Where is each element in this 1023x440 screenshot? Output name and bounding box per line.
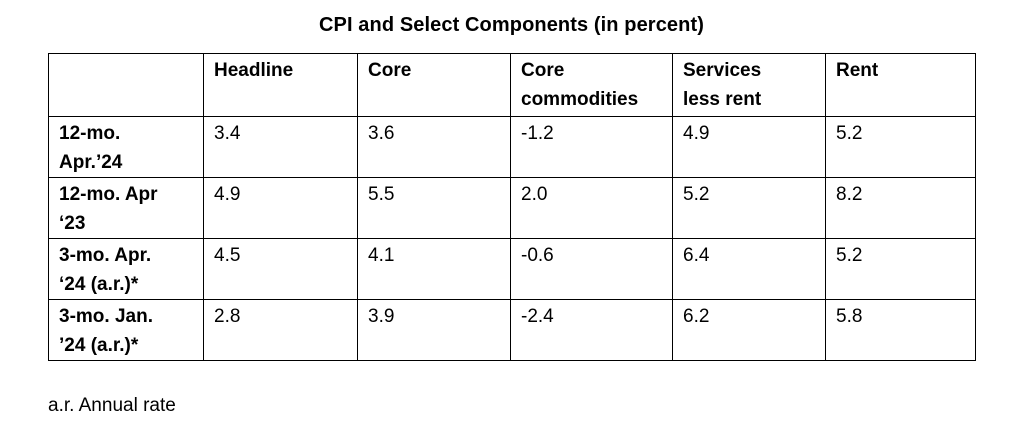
row-label-12mo-apr23: 12-mo. Apr ‘23 (48, 177, 204, 239)
value-cell: 3.9 (357, 299, 511, 361)
column-header-services-less-rent: Services less rent (672, 53, 826, 117)
value-cell: 5.5 (357, 177, 511, 239)
header-row: Headline Core Core commodities Services … (48, 53, 976, 117)
row-label-3mo-apr24: 3-mo. Apr. ‘24 (a.r.)* (48, 238, 204, 300)
table-title: CPI and Select Components (in percent) (319, 14, 704, 36)
value-cell: 4.5 (203, 238, 358, 300)
footnote-annual-rate: a.r. Annual rate (48, 395, 176, 416)
value-cell: 2.8 (203, 299, 358, 361)
column-header-headline: Headline (203, 53, 358, 117)
value-cell: 5.2 (825, 116, 976, 178)
value-cell: 5.8 (825, 299, 976, 361)
value-cell: 8.2 (825, 177, 976, 239)
row-label-3mo-jan24: 3-mo. Jan. ’24 (a.r.)* (48, 299, 204, 361)
table-row: 3-mo. Apr. ‘24 (a.r.)* 4.5 4.1 -0.6 6.4 … (48, 238, 976, 300)
value-cell: -2.4 (510, 299, 673, 361)
table-row: 3-mo. Jan. ’24 (a.r.)* 2.8 3.9 -2.4 6.2 … (48, 299, 976, 361)
column-header-rent: Rent (825, 53, 976, 117)
value-cell: -0.6 (510, 238, 673, 300)
row-label-12mo-apr24: 12-mo. Apr.’24 (48, 116, 204, 178)
column-header-blank (48, 53, 204, 117)
value-cell: 5.2 (672, 177, 826, 239)
value-cell: 6.2 (672, 299, 826, 361)
value-cell: -1.2 (510, 116, 673, 178)
value-cell: 4.9 (203, 177, 358, 239)
column-header-core: Core (357, 53, 511, 117)
value-cell: 3.6 (357, 116, 511, 178)
page: CPI and Select Components (in percent) H… (48, 14, 976, 417)
value-cell: 4.9 (672, 116, 826, 178)
value-cell: 3.4 (203, 116, 358, 178)
value-cell: 4.1 (357, 238, 511, 300)
column-header-core-commodities: Core commodities (510, 53, 673, 117)
value-cell: 5.2 (825, 238, 976, 300)
cpi-table: Headline Core Core commodities Services … (48, 53, 976, 361)
table-row: 12-mo. Apr.’24 3.4 3.6 -1.2 4.9 5.2 (48, 116, 976, 178)
table-row: 12-mo. Apr ‘23 4.9 5.5 2.0 5.2 8.2 (48, 177, 976, 239)
value-cell: 6.4 (672, 238, 826, 300)
value-cell: 2.0 (510, 177, 673, 239)
